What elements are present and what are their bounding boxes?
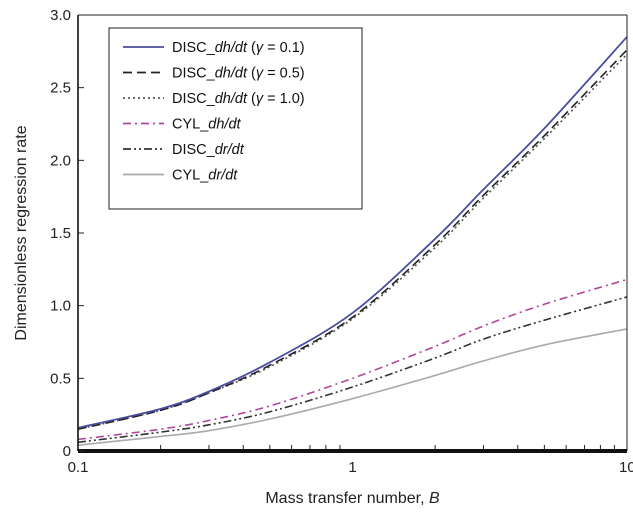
axes: 0 0.5 1.0 1.5 2.0 2.5 3.0 0.1 1 10 Mass transfer n… [13, 7, 633, 507]
legend-box [108, 27, 363, 210]
legend-label-6: CYL_dr/dt [172, 168, 238, 184]
plot-area [78, 36, 627, 446]
series-line-3 [78, 53, 627, 430]
legend: DISC_dh/dt (γ = 0.1) DISC_dh/dt (γ = 0.5)… [108, 27, 363, 210]
legend-label-1: DISC_dh/dt (γ = 0.1) [172, 40, 305, 56]
y-tick-label: 2.0 [50, 152, 71, 169]
series-line-2 [78, 49, 627, 430]
y-tick-label: 3.0 [50, 7, 71, 24]
y-tick-label: 1.5 [50, 225, 71, 242]
x-tick-label: 10 [619, 459, 633, 476]
y-tick-label: 1.0 [50, 298, 71, 315]
series-line-6 [78, 328, 627, 446]
y-tick-label: 0 [63, 443, 71, 460]
legend-label-5: DISC_dr/dt [172, 142, 245, 158]
series-line-5 [78, 296, 627, 444]
x-tick-label: 1 [348, 459, 356, 476]
y-tick-label: 0.5 [50, 370, 71, 387]
series-line-4 [78, 278, 627, 441]
series-line-1 [78, 36, 627, 429]
x-tick-label: 0.1 [68, 459, 89, 476]
x-axis-title: Mass transfer number, B [265, 490, 440, 507]
y-axis-title: Dimensionless regression rate [13, 125, 30, 340]
y-tick-label: 2.5 [50, 80, 71, 97]
legend-label-2: DISC_dh/dt (γ = 0.5) [172, 66, 305, 82]
legend-label-4: CYL_dh/dt [172, 117, 242, 133]
legend-label-3: DISC_dh/dt (γ = 1.0) [172, 91, 305, 107]
